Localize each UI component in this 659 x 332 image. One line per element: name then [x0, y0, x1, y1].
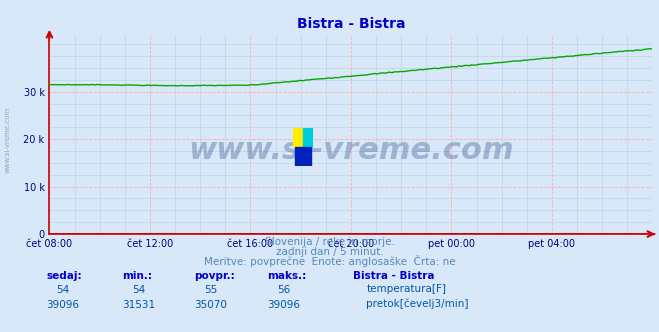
Text: 35070: 35070: [194, 300, 227, 310]
Text: Slovenija / reke in morje.: Slovenija / reke in morje.: [264, 237, 395, 247]
Bar: [303, 128, 313, 147]
Text: pretok[čevelj3/min]: pretok[čevelj3/min]: [366, 298, 469, 309]
Text: maks.:: maks.:: [267, 271, 306, 281]
Text: temperatura[F]: temperatura[F]: [366, 284, 446, 294]
Title: Bistra - Bistra: Bistra - Bistra: [297, 17, 405, 31]
Bar: [295, 147, 311, 166]
Text: min.:: min.:: [122, 271, 152, 281]
Text: 55: 55: [204, 285, 217, 295]
Text: 39096: 39096: [267, 300, 300, 310]
Text: zadnji dan / 5 minut.: zadnji dan / 5 minut.: [275, 247, 384, 257]
Text: 54: 54: [132, 285, 145, 295]
Text: www.si-vreme.com: www.si-vreme.com: [188, 136, 514, 165]
Text: 31531: 31531: [122, 300, 155, 310]
Text: www.si-vreme.com: www.si-vreme.com: [5, 106, 11, 173]
Text: 39096: 39096: [46, 300, 79, 310]
Bar: [293, 128, 303, 147]
Text: povpr.:: povpr.:: [194, 271, 235, 281]
Text: 54: 54: [56, 285, 69, 295]
Text: Bistra - Bistra: Bistra - Bistra: [353, 271, 434, 281]
Text: 56: 56: [277, 285, 290, 295]
Text: Meritve: povprečne  Enote: anglosaške  Črta: ne: Meritve: povprečne Enote: anglosaške Črt…: [204, 255, 455, 267]
Text: sedaj:: sedaj:: [46, 271, 82, 281]
